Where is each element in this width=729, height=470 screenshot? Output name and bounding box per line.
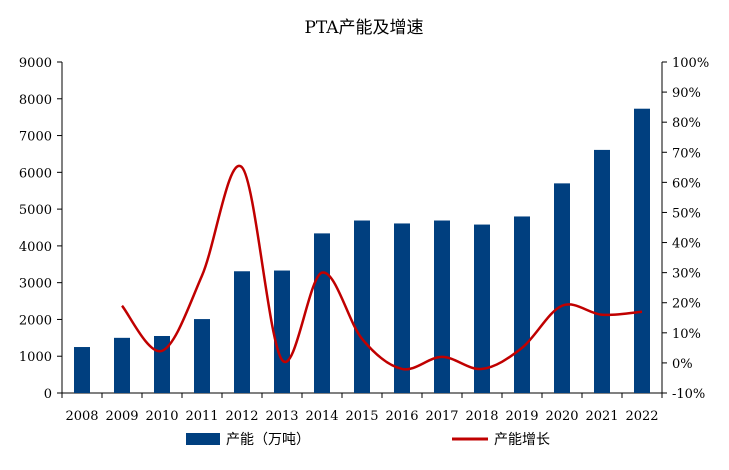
growth-line [121,164,643,371]
legend-bar-label: 产能（万吨） [226,432,310,448]
y-left-tick-label: 6000 [19,166,52,181]
y-left-tick-label: 9000 [19,56,52,71]
x-tick-label: 2018 [465,409,498,424]
x-tick-label: 2011 [185,409,218,424]
x-tick-label: 2012 [225,409,258,424]
y-left-tick-label: 4000 [19,240,52,255]
y-right-tick-label: 50% [672,206,701,221]
y-left-tick-label: 3000 [19,277,52,292]
line-series [121,164,643,371]
bar [114,337,130,393]
bar [474,224,490,393]
y-right-tick-label: 80% [672,116,701,131]
y-left-tick-label: 1000 [19,350,52,365]
x-tick-label: 2017 [425,409,458,424]
bar [274,270,290,393]
x-tick-label: 2013 [265,409,298,424]
bar [394,223,410,393]
x-tick-label: 2009 [105,409,138,424]
y-right-tick-label: 40% [672,237,701,252]
x-tick-label: 2014 [305,409,338,424]
bar [194,319,210,393]
y-right-tick-label: 30% [672,267,701,282]
bar [634,108,650,394]
y-right-tick-label: 90% [672,86,701,101]
x-tick-label: 2015 [345,409,378,424]
bar [594,149,610,393]
y-left-tick-label: 5000 [19,203,52,218]
bar [514,216,530,393]
bar [314,233,330,393]
bar [234,271,250,393]
y-right-tick-label: -10% [672,387,705,402]
bar [354,220,370,393]
axes: 0 1000 2000 3000 4000 5000 6000 7000 8000 9000 -10… [19,56,709,424]
y-right-tick-label: 10% [672,327,701,342]
x-tick-label: 2020 [545,409,578,424]
y-right-tick-label: 70% [672,146,701,161]
bar [74,347,90,393]
x-tick-label: 2010 [145,409,178,424]
legend: 产能（万吨） 产能增长 [186,432,550,448]
x-tick-label: 2008 [65,409,98,424]
x-tick-label: 2016 [385,409,418,424]
y-right-tick-label: 60% [672,176,701,191]
bar [154,335,170,393]
y-left-tick-label: 7000 [19,130,52,145]
chart-title: PTA产能及增速 [304,18,423,38]
legend-line-label: 产能增长 [494,432,550,448]
bar [434,220,450,393]
x-tick-label: 2021 [585,409,618,424]
y-left-tick-label: 0 [44,387,52,402]
y-right-tick-label: 100% [672,56,709,71]
x-tick-label: 2019 [505,409,538,424]
y-left-tick-label: 2000 [19,313,52,328]
bar [554,183,570,393]
bar-series [74,108,650,394]
y-left-tick-label: 8000 [19,93,52,108]
legend-bar-swatch [186,433,220,445]
y-right-tick-label: 20% [672,297,701,312]
y-right-tick-label: 0% [672,357,693,372]
x-tick-label: 2022 [625,409,658,424]
